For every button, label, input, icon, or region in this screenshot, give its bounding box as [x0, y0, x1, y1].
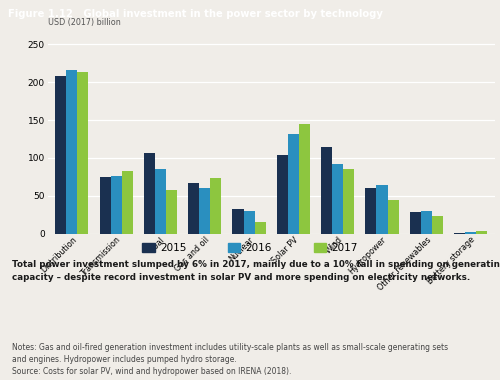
Bar: [56, 76, 66, 234]
Bar: [432, 216, 443, 234]
Bar: [476, 231, 487, 234]
Bar: [155, 169, 166, 234]
Text: Total power investment slumped by 6% in 2017, mainly due to a 10% fall in spendi: Total power investment slumped by 6% in …: [12, 260, 500, 282]
Bar: [166, 190, 177, 234]
Text: Notes: Gas and oil-fired generation investment includes utility-scale plants as : Notes: Gas and oil-fired generation inve…: [12, 343, 448, 376]
Bar: [110, 176, 122, 234]
Bar: [376, 185, 388, 234]
Bar: [321, 147, 332, 234]
Bar: [388, 200, 398, 234]
Bar: [343, 169, 354, 234]
Bar: [232, 209, 243, 234]
Bar: [454, 233, 465, 234]
Bar: [78, 73, 88, 234]
Bar: [465, 232, 476, 234]
Bar: [366, 187, 376, 234]
Bar: [188, 183, 200, 234]
Bar: [210, 179, 222, 234]
Bar: [332, 164, 343, 234]
Bar: [277, 155, 288, 234]
Text: USD (2017) billion: USD (2017) billion: [48, 18, 121, 27]
Bar: [421, 211, 432, 234]
Bar: [410, 212, 421, 234]
Bar: [299, 124, 310, 234]
Bar: [100, 177, 110, 234]
Bar: [244, 211, 254, 234]
Bar: [66, 70, 78, 234]
Bar: [144, 153, 155, 234]
Legend: 2015, 2016, 2017: 2015, 2016, 2017: [138, 239, 362, 257]
Bar: [200, 187, 210, 234]
Bar: [122, 171, 133, 234]
Bar: [288, 134, 299, 234]
Bar: [254, 222, 266, 234]
Text: Figure 1.12   Global investment in the power sector by technology: Figure 1.12 Global investment in the pow…: [8, 9, 382, 19]
